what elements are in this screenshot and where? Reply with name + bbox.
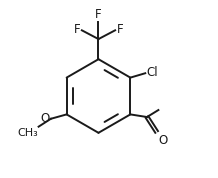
- Text: O: O: [158, 134, 168, 147]
- Text: Cl: Cl: [146, 66, 158, 79]
- Text: F: F: [74, 23, 80, 36]
- Text: CH₃: CH₃: [17, 128, 38, 138]
- Text: F: F: [95, 8, 102, 21]
- Text: O: O: [41, 112, 50, 125]
- Text: F: F: [117, 23, 123, 36]
